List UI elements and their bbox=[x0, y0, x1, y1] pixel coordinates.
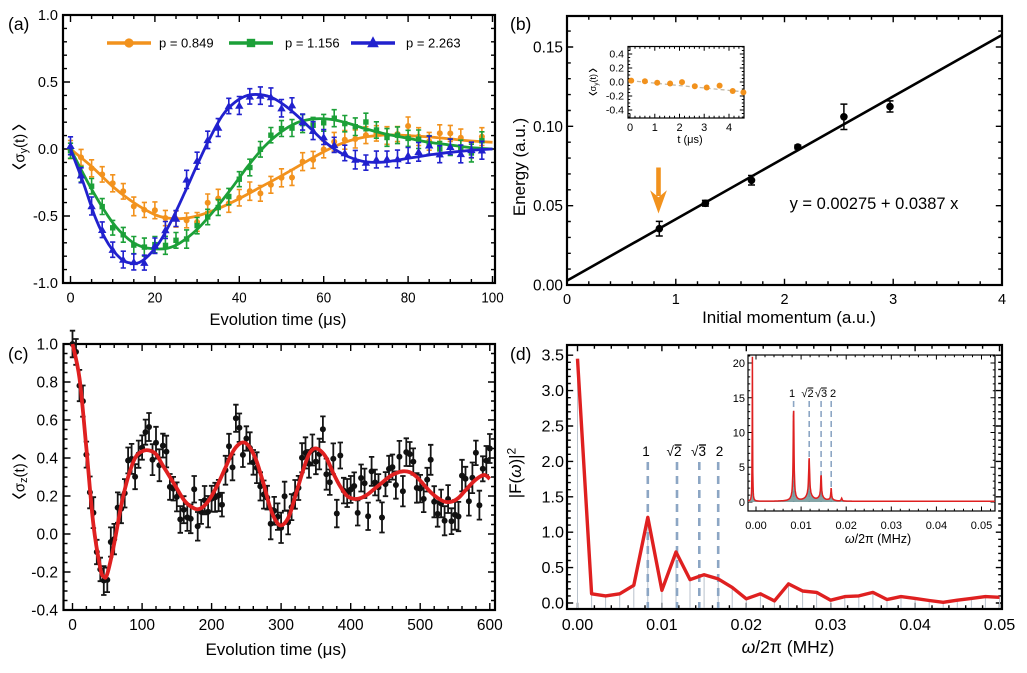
svg-text:√3: √3 bbox=[691, 444, 706, 459]
svg-text:1: 1 bbox=[789, 388, 795, 400]
svg-text:σz(t): σz(t) bbox=[11, 463, 30, 492]
svg-text:600: 600 bbox=[477, 617, 503, 634]
svg-text:0.0: 0.0 bbox=[542, 596, 565, 613]
svg-text:1.0: 1.0 bbox=[542, 525, 565, 542]
svg-text:500: 500 bbox=[407, 617, 433, 634]
svg-text:5: 5 bbox=[739, 462, 745, 474]
svg-text:0.01: 0.01 bbox=[646, 617, 678, 634]
svg-text:0.4: 0.4 bbox=[36, 451, 58, 468]
svg-text:p = 0.849: p = 0.849 bbox=[159, 36, 214, 51]
svg-text:(a): (a) bbox=[8, 14, 29, 34]
svg-text:1: 1 bbox=[672, 292, 680, 308]
svg-text:4: 4 bbox=[726, 122, 732, 134]
svg-text:2: 2 bbox=[780, 292, 788, 308]
svg-text:0.6: 0.6 bbox=[36, 413, 58, 430]
svg-text:0.00: 0.00 bbox=[533, 278, 563, 295]
svg-text:0.01: 0.01 bbox=[790, 520, 811, 532]
svg-text:3: 3 bbox=[889, 292, 897, 308]
svg-text:-0.4: -0.4 bbox=[31, 603, 58, 620]
svg-text:0: 0 bbox=[627, 122, 633, 134]
svg-text:300: 300 bbox=[268, 617, 294, 634]
svg-text:2.5: 2.5 bbox=[542, 419, 565, 436]
svg-text:40: 40 bbox=[232, 291, 247, 307]
svg-text:-0.4: -0.4 bbox=[606, 105, 624, 117]
svg-text:0.10: 0.10 bbox=[533, 119, 563, 136]
svg-text:-0.5: -0.5 bbox=[33, 209, 58, 225]
svg-text:3.5: 3.5 bbox=[542, 348, 565, 365]
svg-text:p = 1.156: p = 1.156 bbox=[285, 36, 340, 51]
svg-text:(b): (b) bbox=[510, 14, 531, 34]
svg-text:0.00: 0.00 bbox=[562, 617, 594, 634]
svg-text:0.5: 0.5 bbox=[542, 560, 565, 577]
svg-text:100: 100 bbox=[481, 291, 503, 307]
svg-text:0.03: 0.03 bbox=[881, 520, 902, 532]
svg-text:0: 0 bbox=[66, 291, 74, 307]
svg-text:100: 100 bbox=[129, 617, 155, 634]
svg-text:0.15: 0.15 bbox=[533, 40, 563, 57]
svg-text:4: 4 bbox=[998, 292, 1006, 308]
svg-text:(d): (d) bbox=[510, 344, 531, 364]
svg-text:Initial momentum (a.u.): Initial momentum (a.u.) bbox=[702, 308, 876, 327]
svg-text:1.0: 1.0 bbox=[36, 337, 58, 354]
svg-text:y = 0.00275 + 0.0387 x: y = 0.00275 + 0.0387 x bbox=[790, 195, 960, 213]
svg-text:0: 0 bbox=[563, 292, 571, 308]
svg-text:0.04: 0.04 bbox=[926, 520, 947, 532]
svg-text:-0.2: -0.2 bbox=[606, 91, 624, 103]
svg-text:0.05: 0.05 bbox=[533, 198, 563, 215]
svg-text:10: 10 bbox=[733, 428, 745, 440]
svg-text:ω/2π (MHz): ω/2π (MHz) bbox=[845, 532, 911, 546]
svg-text:20: 20 bbox=[733, 358, 745, 370]
svg-text:0.04: 0.04 bbox=[899, 617, 931, 634]
svg-text:-1.0: -1.0 bbox=[33, 276, 58, 292]
svg-text:Energy (a.u.): Energy (a.u.) bbox=[510, 118, 529, 216]
svg-text:20: 20 bbox=[148, 291, 163, 307]
svg-text:0: 0 bbox=[739, 497, 745, 509]
svg-text:t (μs): t (μs) bbox=[677, 134, 702, 146]
svg-text:200: 200 bbox=[199, 617, 225, 634]
svg-text:√2: √2 bbox=[801, 388, 813, 400]
svg-text:(c): (c) bbox=[8, 344, 28, 364]
svg-text:σy(t): σy(t) bbox=[588, 74, 600, 91]
svg-text:0.2: 0.2 bbox=[36, 489, 58, 506]
svg-text:0.5: 0.5 bbox=[38, 75, 58, 91]
svg-text:0.00: 0.00 bbox=[745, 520, 766, 532]
svg-text:1.5: 1.5 bbox=[542, 489, 565, 506]
svg-text:2: 2 bbox=[716, 444, 724, 459]
svg-text:400: 400 bbox=[338, 617, 364, 634]
svg-text:3.0: 3.0 bbox=[542, 383, 565, 400]
svg-text:ω/2π (MHz): ω/2π (MHz) bbox=[742, 637, 835, 657]
svg-text:p = 2.263: p = 2.263 bbox=[406, 36, 461, 51]
svg-text:|F(ω)|2: |F(ω)|2 bbox=[505, 447, 526, 498]
svg-text:√3: √3 bbox=[815, 388, 827, 400]
svg-text:Evolution time (μs): Evolution time (μs) bbox=[210, 311, 347, 329]
svg-text:0.05: 0.05 bbox=[984, 617, 1016, 634]
svg-text:15: 15 bbox=[733, 393, 745, 405]
svg-text:-0.2: -0.2 bbox=[31, 565, 58, 582]
svg-text:0.8: 0.8 bbox=[36, 375, 58, 392]
svg-text:Evolution time (μs): Evolution time (μs) bbox=[205, 640, 346, 659]
svg-text:0.02: 0.02 bbox=[731, 617, 763, 634]
svg-text:σy(t): σy(t) bbox=[11, 134, 30, 163]
svg-text:1.0: 1.0 bbox=[38, 8, 58, 24]
svg-text:0.03: 0.03 bbox=[815, 617, 847, 634]
svg-text:0.0: 0.0 bbox=[36, 527, 58, 544]
svg-text:1: 1 bbox=[652, 122, 658, 134]
svg-text:0.4: 0.4 bbox=[609, 49, 624, 61]
svg-text:2: 2 bbox=[830, 388, 836, 400]
svg-text:0.02: 0.02 bbox=[835, 520, 856, 532]
svg-text:0.05: 0.05 bbox=[971, 520, 992, 532]
svg-text:60: 60 bbox=[316, 291, 331, 307]
svg-text:0.0: 0.0 bbox=[38, 142, 58, 158]
svg-text:0: 0 bbox=[68, 617, 77, 634]
svg-text:1: 1 bbox=[642, 444, 650, 459]
svg-text:80: 80 bbox=[401, 291, 416, 307]
svg-text:2: 2 bbox=[676, 122, 682, 134]
svg-text:2.0: 2.0 bbox=[542, 454, 565, 471]
svg-text:0.2: 0.2 bbox=[609, 63, 624, 75]
svg-text:√2: √2 bbox=[667, 444, 682, 459]
svg-text:3: 3 bbox=[701, 122, 707, 134]
svg-text:0.0: 0.0 bbox=[609, 77, 624, 89]
